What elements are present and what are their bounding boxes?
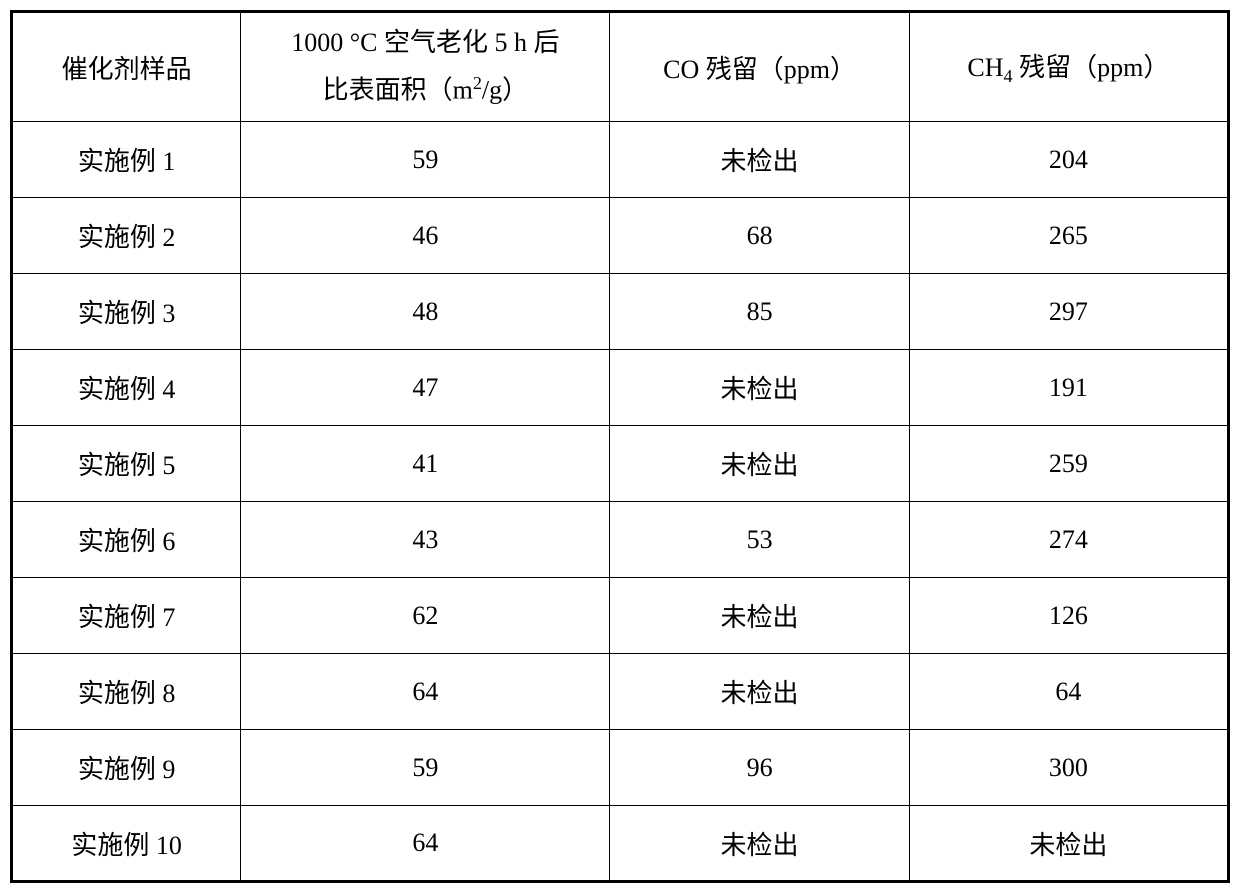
cell-co-residue: 96 [610,730,909,806]
header-sample: 催化剂样品 [12,12,241,122]
cell-sample: 实施例 5 [12,426,241,502]
cell-surface-area: 64 [241,806,610,882]
cell-surface-area: 62 [241,578,610,654]
cell-sample: 实施例 2 [12,198,241,274]
cell-ch4-residue: 126 [909,578,1228,654]
cell-co-residue: 未检出 [610,122,909,198]
cell-co-residue: 68 [610,198,909,274]
cell-co-residue: 未检出 [610,654,909,730]
table-row: 实施例 8 64 未检出 64 [12,654,1229,730]
table-row: 实施例 10 64 未检出 未检出 [12,806,1229,882]
cell-surface-area: 41 [241,426,610,502]
cell-ch4-residue: 64 [909,654,1228,730]
cell-ch4-residue: 297 [909,274,1228,350]
table-row: 实施例 6 43 53 274 [12,502,1229,578]
cell-surface-area: 59 [241,122,610,198]
cell-surface-area: 43 [241,502,610,578]
cell-sample: 实施例 4 [12,350,241,426]
cell-co-residue: 未检出 [610,578,909,654]
cell-ch4-residue: 259 [909,426,1228,502]
catalyst-data-table-container: 催化剂样品 1000 °C 空气老化 5 h 后 比表面积（m2/g） CO 残… [10,10,1230,883]
table-row: 实施例 3 48 85 297 [12,274,1229,350]
catalyst-data-table: 催化剂样品 1000 °C 空气老化 5 h 后 比表面积（m2/g） CO 残… [10,10,1230,883]
table-row: 实施例 4 47 未检出 191 [12,350,1229,426]
cell-surface-area: 48 [241,274,610,350]
cell-sample: 实施例 8 [12,654,241,730]
table-row: 实施例 9 59 96 300 [12,730,1229,806]
cell-ch4-residue: 300 [909,730,1228,806]
table-row: 实施例 7 62 未检出 126 [12,578,1229,654]
cell-sample: 实施例 6 [12,502,241,578]
cell-ch4-residue: 274 [909,502,1228,578]
table-row: 实施例 1 59 未检出 204 [12,122,1229,198]
cell-surface-area: 59 [241,730,610,806]
cell-ch4-residue: 191 [909,350,1228,426]
cell-co-residue: 85 [610,274,909,350]
cell-surface-area: 64 [241,654,610,730]
table-row: 实施例 5 41 未检出 259 [12,426,1229,502]
table-header-row: 催化剂样品 1000 °C 空气老化 5 h 后 比表面积（m2/g） CO 残… [12,12,1229,122]
cell-sample: 实施例 7 [12,578,241,654]
cell-co-residue: 53 [610,502,909,578]
cell-co-residue: 未检出 [610,350,909,426]
cell-co-residue: 未检出 [610,426,909,502]
cell-sample: 实施例 1 [12,122,241,198]
header-surface-area: 1000 °C 空气老化 5 h 后 比表面积（m2/g） [241,12,610,122]
cell-sample: 实施例 10 [12,806,241,882]
header-surface-area-line2: 比表面积（m2/g） [241,67,609,114]
cell-ch4-residue: 未检出 [909,806,1228,882]
cell-sample: 实施例 9 [12,730,241,806]
table-header: 催化剂样品 1000 °C 空气老化 5 h 后 比表面积（m2/g） CO 残… [12,12,1229,122]
cell-surface-area: 47 [241,350,610,426]
cell-surface-area: 46 [241,198,610,274]
cell-co-residue: 未检出 [610,806,909,882]
cell-sample: 实施例 3 [12,274,241,350]
header-co-residue: CO 残留（ppm） [610,12,909,122]
cell-ch4-residue: 265 [909,198,1228,274]
header-surface-area-line1: 1000 °C 空气老化 5 h 后 [241,20,609,67]
header-ch4-residue: CH4 残留（ppm） [909,12,1228,122]
table-row: 实施例 2 46 68 265 [12,198,1229,274]
table-body: 实施例 1 59 未检出 204 实施例 2 46 68 265 实施例 3 4… [12,122,1229,882]
cell-ch4-residue: 204 [909,122,1228,198]
